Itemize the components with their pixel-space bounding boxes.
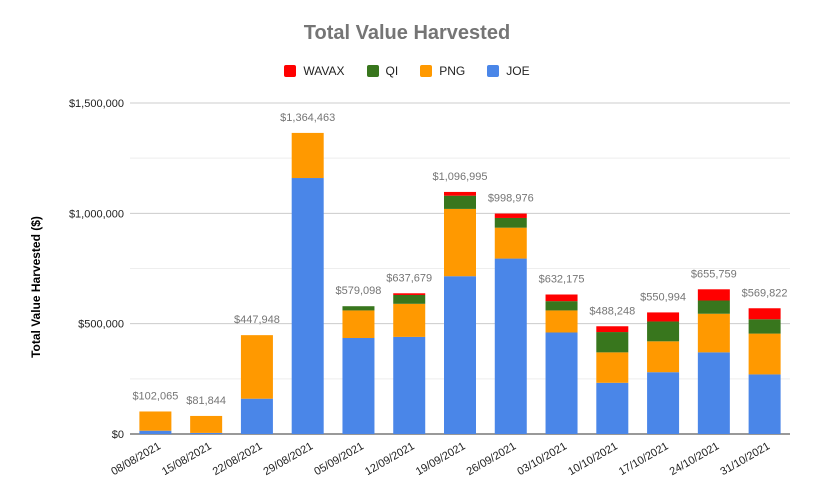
legend-swatch: [284, 65, 297, 77]
bar-segment-wavax: [647, 312, 680, 322]
x-tick-label: 15/08/2021: [160, 440, 214, 478]
bar-total-label: $488,248: [589, 305, 635, 317]
bar-segment-png: [291, 132, 324, 179]
bar-segment-joe: [647, 372, 680, 434]
x-tick-label: 03/10/2021: [515, 440, 569, 478]
bar-segment-png: [342, 310, 375, 339]
legend-item-png: PNG: [420, 64, 465, 78]
bar-total-label: $447,948: [234, 314, 280, 326]
bar-segment-qi: [647, 321, 680, 342]
bar-total-label: $1,096,995: [432, 171, 487, 183]
bar-segment-qi: [444, 195, 476, 209]
bar-segment-png: [596, 352, 629, 383]
bar-segment-png: [240, 335, 273, 399]
legend-swatch: [487, 65, 500, 77]
bar-segment-qi: [545, 301, 578, 311]
bar-segment-png: [748, 333, 781, 375]
bar-segment-png: [697, 313, 730, 353]
legend-label: PNG: [439, 64, 466, 78]
bar-total-label: $1,364,463: [280, 112, 335, 124]
bar-segment-joe: [444, 276, 476, 434]
bar-segment-qi: [748, 319, 781, 334]
x-tick-label: 31/10/2021: [718, 440, 772, 478]
chart-title: Total Value Harvested: [303, 22, 511, 44]
legend-swatch: [366, 65, 379, 77]
bar-segment-png: [139, 411, 172, 431]
bar-segment-wavax: [393, 293, 426, 295]
bar-segment-joe: [748, 374, 781, 434]
bar-segment-joe: [291, 178, 324, 434]
legend-label: QI: [385, 64, 399, 78]
bar-segment-qi: [342, 306, 375, 311]
x-tick-label: 12/09/2021: [363, 440, 417, 478]
legend-item-qi: QI: [366, 64, 399, 78]
x-tick-label: 26/09/2021: [465, 440, 519, 478]
bar-segment-png: [190, 415, 223, 433]
bar-segment-joe: [393, 336, 426, 434]
bar-segment-png: [647, 341, 680, 373]
bar-segment-joe: [190, 432, 223, 434]
y-tick-label: $1,000,000: [69, 208, 124, 220]
y-tick-label: $1,500,000: [69, 98, 124, 110]
x-tick-label: 29/08/2021: [262, 440, 316, 478]
bar-total-label: $998,976: [488, 193, 534, 205]
bar-segment-png: [444, 208, 476, 277]
bar-segment-joe: [545, 332, 578, 434]
y-tick-label: $0: [112, 429, 124, 441]
legend-label: JOE: [506, 64, 530, 78]
y-tick-label: $500,000: [78, 319, 124, 331]
bar-segment-wavax: [494, 213, 527, 218]
bar-segment-wavax: [545, 294, 578, 302]
bar-segment-wavax: [697, 289, 730, 301]
bar-total-label: $569,822: [742, 287, 788, 299]
bar-segment-joe: [697, 352, 730, 434]
x-tick-label: 08/08/2021: [109, 440, 163, 478]
bar-segment-joe: [596, 382, 629, 434]
bar-segment-wavax: [444, 191, 476, 196]
bar-segment-joe: [342, 338, 375, 434]
bar-total-label: $550,994: [640, 291, 686, 303]
x-tick-label: 19/09/2021: [414, 440, 468, 478]
bar-total-label: $81,844: [186, 395, 226, 407]
x-tick-label: 10/10/2021: [566, 440, 620, 478]
x-tick-label: 22/08/2021: [211, 440, 265, 478]
x-tick-label: 17/10/2021: [617, 440, 671, 478]
x-tick-label: 24/10/2021: [668, 440, 722, 478]
bar-segment-qi: [697, 300, 730, 314]
bar-segment-wavax: [748, 308, 781, 320]
bar-total-label: $579,098: [336, 285, 382, 297]
bar-segment-joe: [139, 430, 172, 434]
bar-total-label: $102,065: [132, 390, 178, 402]
bar-segment-qi: [393, 294, 426, 304]
legend-item-wavax: WAVAX: [284, 64, 345, 78]
legend-label: WAVAX: [303, 64, 345, 78]
bar-total-label: $655,759: [691, 268, 737, 280]
x-tick-label: 05/09/2021: [312, 440, 366, 478]
bar-segment-wavax: [596, 326, 629, 333]
bar-segment-png: [545, 310, 578, 333]
bar-segment-png: [494, 227, 527, 259]
bar-segment-joe: [494, 258, 527, 434]
bar-segment-joe: [240, 398, 273, 434]
legend-item-joe: JOE: [487, 64, 530, 78]
bar-total-label: $632,175: [539, 274, 585, 286]
bar-total-label: $637,679: [386, 272, 432, 284]
bar-segment-png: [393, 303, 426, 337]
legend: WAVAX QI PNG JOE: [0, 64, 814, 78]
bar-segment-qi: [494, 217, 527, 228]
bar-segment-qi: [596, 332, 629, 353]
legend-swatch: [420, 65, 433, 77]
